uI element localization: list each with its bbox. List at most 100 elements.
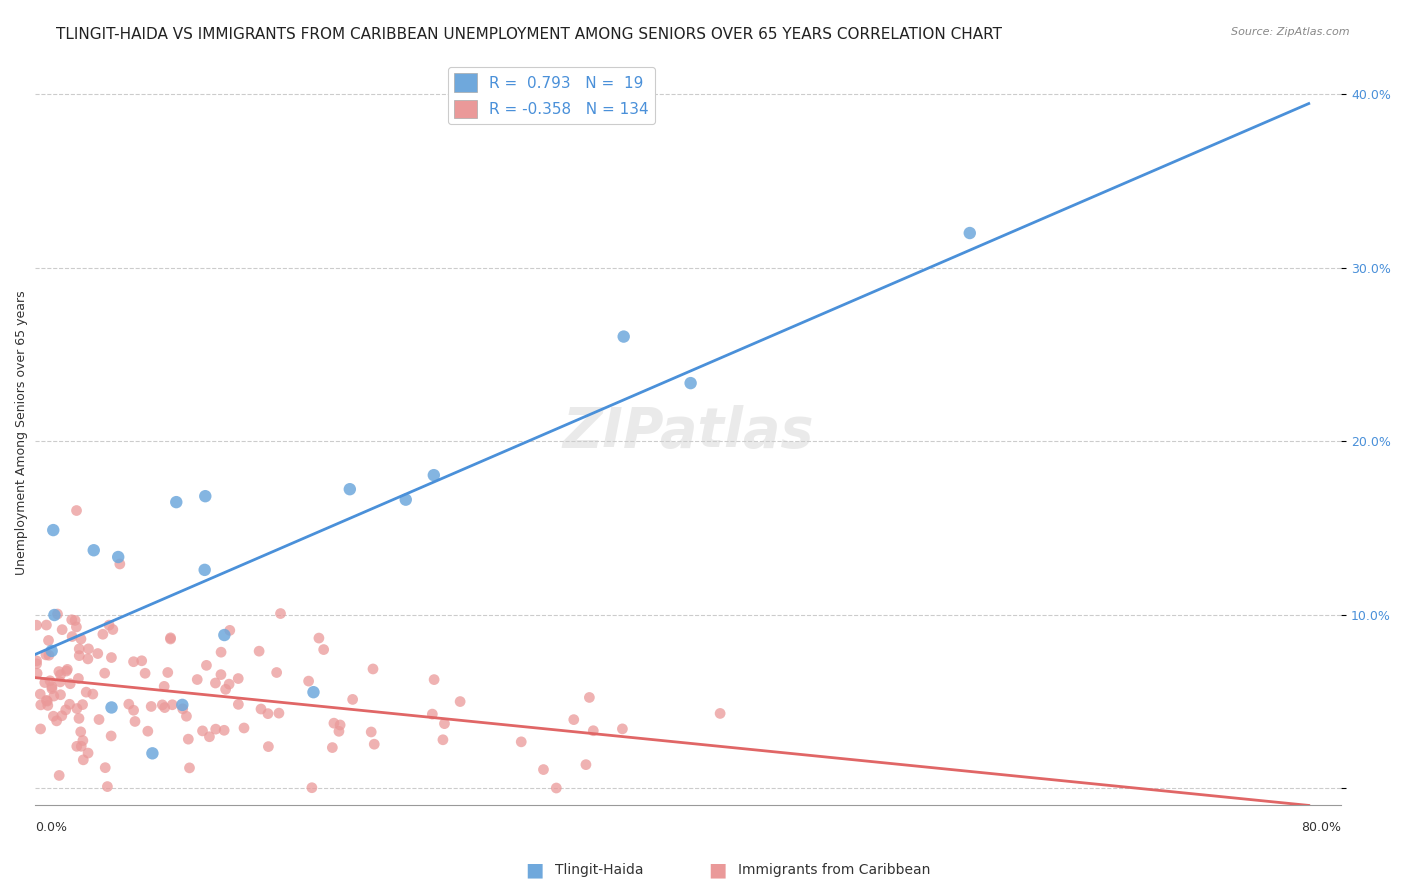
Point <box>204 676 226 690</box>
Point <box>87 713 110 727</box>
Point <box>49 688 72 702</box>
Point <box>433 716 456 731</box>
Point <box>533 763 555 777</box>
Text: 80.0%: 80.0% <box>1302 822 1341 834</box>
Point <box>41 644 63 658</box>
Point <box>612 722 634 736</box>
Point <box>613 329 636 343</box>
Point <box>30 722 52 736</box>
Point <box>195 658 218 673</box>
Point <box>25 666 48 681</box>
Point <box>322 716 344 731</box>
Point <box>100 650 122 665</box>
Point <box>100 729 122 743</box>
Point <box>70 632 93 646</box>
Point <box>546 780 568 795</box>
Point <box>25 618 48 632</box>
Point <box>37 694 59 708</box>
Point <box>35 648 58 662</box>
Point <box>709 706 731 721</box>
Point <box>395 492 418 507</box>
Point <box>449 695 471 709</box>
Point <box>432 732 454 747</box>
Point <box>72 753 94 767</box>
Point <box>72 698 94 712</box>
Point <box>25 654 48 668</box>
Point <box>46 607 69 621</box>
Text: 0.0%: 0.0% <box>35 822 67 834</box>
Point <box>159 632 181 646</box>
Point <box>339 482 361 496</box>
Point <box>312 642 335 657</box>
Text: Immigrants from Caribbean: Immigrants from Caribbean <box>738 863 931 877</box>
Text: ZIPatlas: ZIPatlas <box>562 406 814 459</box>
Point <box>67 648 90 663</box>
Point <box>108 557 131 571</box>
Point <box>194 489 217 503</box>
Text: ■: ■ <box>707 860 727 880</box>
Point <box>63 614 86 628</box>
Point <box>191 723 214 738</box>
Point <box>39 673 62 688</box>
Point <box>361 662 384 676</box>
Point <box>153 700 176 714</box>
Point <box>423 468 446 483</box>
Point <box>679 376 702 390</box>
Point <box>25 657 48 671</box>
Point <box>67 641 90 656</box>
Text: TLINGIT-HAIDA VS IMMIGRANTS FROM CARIBBEAN UNEMPLOYMENT AMONG SENIORS OVER 65 YE: TLINGIT-HAIDA VS IMMIGRANTS FROM CARIBBE… <box>56 27 1002 42</box>
Text: Tlingit-Haida: Tlingit-Haida <box>555 863 644 877</box>
Point <box>49 667 72 681</box>
Point <box>159 631 181 645</box>
Point <box>122 655 145 669</box>
Point <box>177 732 200 747</box>
Point <box>67 672 90 686</box>
Point <box>134 666 156 681</box>
Point <box>162 698 184 712</box>
Point <box>51 623 73 637</box>
Point <box>60 630 83 644</box>
Point <box>91 627 114 641</box>
Point <box>257 739 280 754</box>
Point <box>214 682 236 697</box>
Point <box>212 723 235 738</box>
Text: ■: ■ <box>524 860 544 880</box>
Point <box>266 665 288 680</box>
Point <box>55 664 77 678</box>
Point <box>37 698 59 713</box>
Point <box>136 724 159 739</box>
Point <box>48 665 70 679</box>
Point <box>77 746 100 760</box>
Point <box>118 697 141 711</box>
Point <box>510 735 533 749</box>
Point <box>172 698 194 712</box>
Point <box>176 709 198 723</box>
Point <box>82 687 104 701</box>
Point <box>107 549 129 564</box>
Point <box>93 666 115 681</box>
Point <box>67 711 90 725</box>
Point <box>301 780 323 795</box>
Point <box>100 700 122 714</box>
Point <box>122 703 145 717</box>
Point <box>218 624 240 638</box>
Point <box>66 701 89 715</box>
Point <box>360 725 382 739</box>
Point <box>257 706 280 721</box>
Point <box>329 718 352 732</box>
Point <box>42 523 65 537</box>
Point <box>153 679 176 693</box>
Point <box>41 680 63 694</box>
Point <box>41 681 63 696</box>
Point <box>186 673 208 687</box>
Text: Source: ZipAtlas.com: Source: ZipAtlas.com <box>1232 27 1350 37</box>
Point <box>578 690 600 705</box>
Point <box>66 739 89 754</box>
Point <box>58 698 80 712</box>
Point <box>209 645 232 659</box>
Y-axis label: Unemployment Among Seniors over 65 years: Unemployment Among Seniors over 65 years <box>15 290 28 574</box>
Point <box>363 737 385 751</box>
Point <box>209 667 232 681</box>
Point <box>34 675 56 690</box>
Point <box>56 662 79 676</box>
